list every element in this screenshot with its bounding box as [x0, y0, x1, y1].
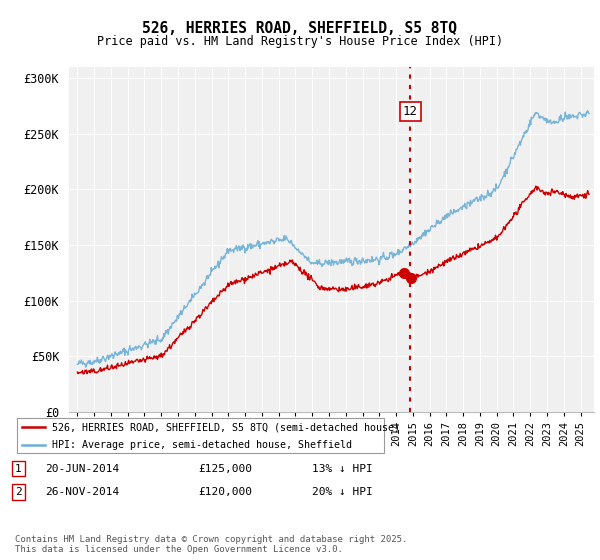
Text: HPI: Average price, semi-detached house, Sheffield: HPI: Average price, semi-detached house,…: [52, 440, 352, 450]
FancyBboxPatch shape: [17, 418, 385, 453]
Text: £120,000: £120,000: [198, 487, 252, 497]
Text: 20-JUN-2014: 20-JUN-2014: [45, 464, 119, 474]
Text: 1: 1: [15, 464, 22, 474]
Text: 526, HERRIES ROAD, SHEFFIELD, S5 8TQ: 526, HERRIES ROAD, SHEFFIELD, S5 8TQ: [143, 21, 458, 36]
Text: 2: 2: [15, 487, 22, 497]
Text: 26-NOV-2014: 26-NOV-2014: [45, 487, 119, 497]
Text: Contains HM Land Registry data © Crown copyright and database right 2025.
This d: Contains HM Land Registry data © Crown c…: [15, 535, 407, 554]
Text: £125,000: £125,000: [198, 464, 252, 474]
Text: 12: 12: [403, 105, 418, 118]
Text: Price paid vs. HM Land Registry's House Price Index (HPI): Price paid vs. HM Land Registry's House …: [97, 35, 503, 48]
Text: 526, HERRIES ROAD, SHEFFIELD, S5 8TQ (semi-detached house): 526, HERRIES ROAD, SHEFFIELD, S5 8TQ (se…: [52, 422, 400, 432]
Text: 20% ↓ HPI: 20% ↓ HPI: [312, 487, 373, 497]
Text: 13% ↓ HPI: 13% ↓ HPI: [312, 464, 373, 474]
